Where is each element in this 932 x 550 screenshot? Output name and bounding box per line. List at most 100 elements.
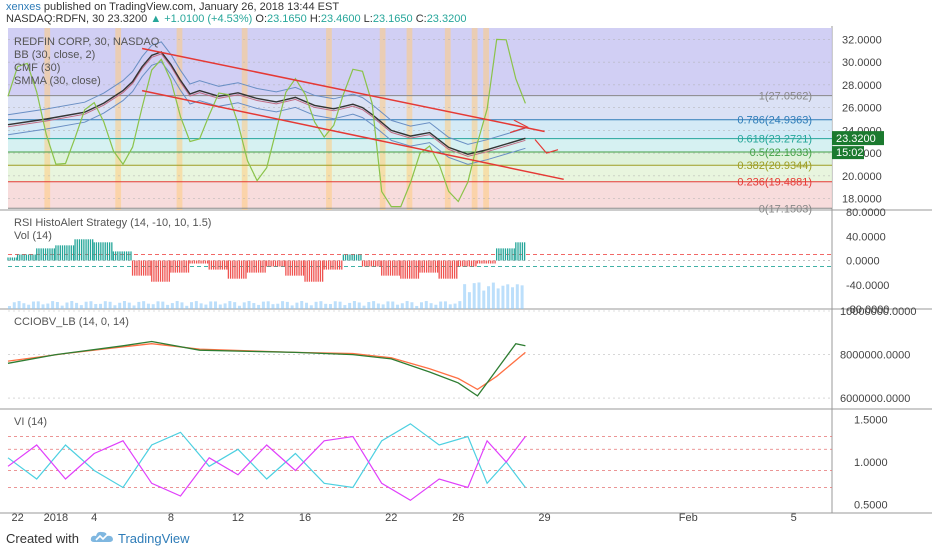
volume-bar [118,302,122,309]
volume-bar [343,305,347,309]
volume-bar [94,304,98,309]
fib-zone [8,138,832,152]
volume-bar [386,301,390,309]
volume-bar [285,301,289,309]
volume-bar [127,302,131,309]
session-highlight [115,28,122,210]
volume-bar [84,301,88,309]
fib-level-label: 1(27.0562) [759,91,812,103]
fib-zone [8,165,832,182]
volume-bar [79,305,83,309]
volume-bar [22,303,26,309]
session-highlight [379,28,386,210]
rsi-pane-title: RSI HistoAlert Strategy (14, -10, 10, 1.… [14,217,211,229]
volume-bar [156,301,160,309]
volume-bar [214,301,217,309]
volume-bar [199,303,203,309]
x-tick-label: 22 [385,512,397,524]
y-tick-label: 32.0000 [842,34,882,46]
y-tick-label: 1.5000 [854,415,888,427]
volume-bar [333,301,337,309]
volume-bar [70,301,74,309]
x-tick-label: 2018 [44,512,68,524]
y-tick-label: 0.0000 [846,256,880,268]
volume-bar [271,304,275,309]
trend-channel-upper [141,47,545,133]
volume-bar [12,302,16,309]
fib-zone [8,181,832,209]
volume-bar [132,305,136,309]
ohlc-high-value: 23.4600 [320,13,361,25]
volume-bar [237,305,241,309]
cciobv-signal-line [7,343,526,391]
chart-canvas[interactable]: 1(27.0562)0.786(24.9363)0.618(23.2721)0.… [0,26,932,524]
volume-bar [439,301,443,309]
volume-bar [515,284,519,309]
volume-bar [266,301,270,309]
volume-bar [108,301,112,309]
volume-bar [65,302,69,309]
session-highlight [241,28,248,210]
last-price: 23.3200 [107,13,148,25]
x-tick-label: 4 [91,512,97,524]
cmf-line [7,38,526,208]
volume-bar [190,302,194,309]
author-link[interactable]: xenxes [6,1,41,13]
volume-bar [458,301,462,309]
vi-pane-title: VI (14) [14,416,47,428]
chart-header: xenxes published on TradingView.com, Jan… [0,0,932,26]
volume-bar [443,301,447,309]
price-line [7,51,526,156]
volume-bar [142,301,146,309]
volume-bar [89,301,93,309]
volume-bar [60,305,64,309]
x-tick-label: 12 [232,512,244,524]
x-tick-label: Feb [679,512,698,524]
trend-channel-lower [141,89,564,181]
ohlc-low-label: L: [363,13,373,25]
volume-bar [257,304,261,309]
y-tick-label: 0.5000 [854,500,888,512]
fib-level-label: 0.382(20.9344) [737,160,812,172]
volume-bar [103,301,107,309]
volume-bar [501,285,505,309]
volume-bar [405,301,409,309]
vi-minus-line [7,423,526,489]
ohlc-high-label: H: [309,13,321,25]
tradingview-brand-link[interactable]: TradingView [118,531,190,546]
x-tick-label: 29 [538,512,550,524]
volume-bar [122,301,126,309]
volume-bar [511,287,515,309]
tradingview-cloud-icon [90,531,113,542]
volume-bar [204,304,208,309]
last-price-tag: 23.3200 [836,133,876,145]
x-tick-label: 16 [299,512,311,524]
ohlc-open-label: O: [255,13,268,25]
y-tick-label: -40.0000 [846,280,889,292]
volume-bar [137,301,141,309]
volume-bar [415,305,419,309]
created-with-label: Created with [6,531,79,546]
x-tick-label: 5 [791,512,797,524]
volume-bar [338,301,342,309]
price-change: ▲ +1.0100 (+4.53%) [150,13,253,25]
volume-bar [175,301,179,309]
bollinger-lower-line [7,61,526,165]
volume-bar [161,301,165,309]
volume-bar [324,303,328,309]
volume-bar [496,288,500,309]
volume-bar [305,302,309,309]
y-tick-label: 1.0000 [854,457,888,469]
volume-bar [146,303,150,309]
symbol-label: NASDAQ:RDFN, 30 [6,13,105,25]
bollinger-upper-line [7,41,526,145]
volume-bar [352,301,356,309]
volume-bar [51,301,55,309]
y-tick-label: 40.0000 [846,231,886,243]
symbol-line: NASDAQ:RDFN, 30 23.3200 ▲ +1.0100 (+4.53… [6,13,466,25]
session-highlight [471,28,478,210]
y-tick-label: 26.0000 [842,103,882,115]
volume-bar [482,290,486,309]
volume-bar [396,304,400,309]
projection-arrow [509,119,529,134]
